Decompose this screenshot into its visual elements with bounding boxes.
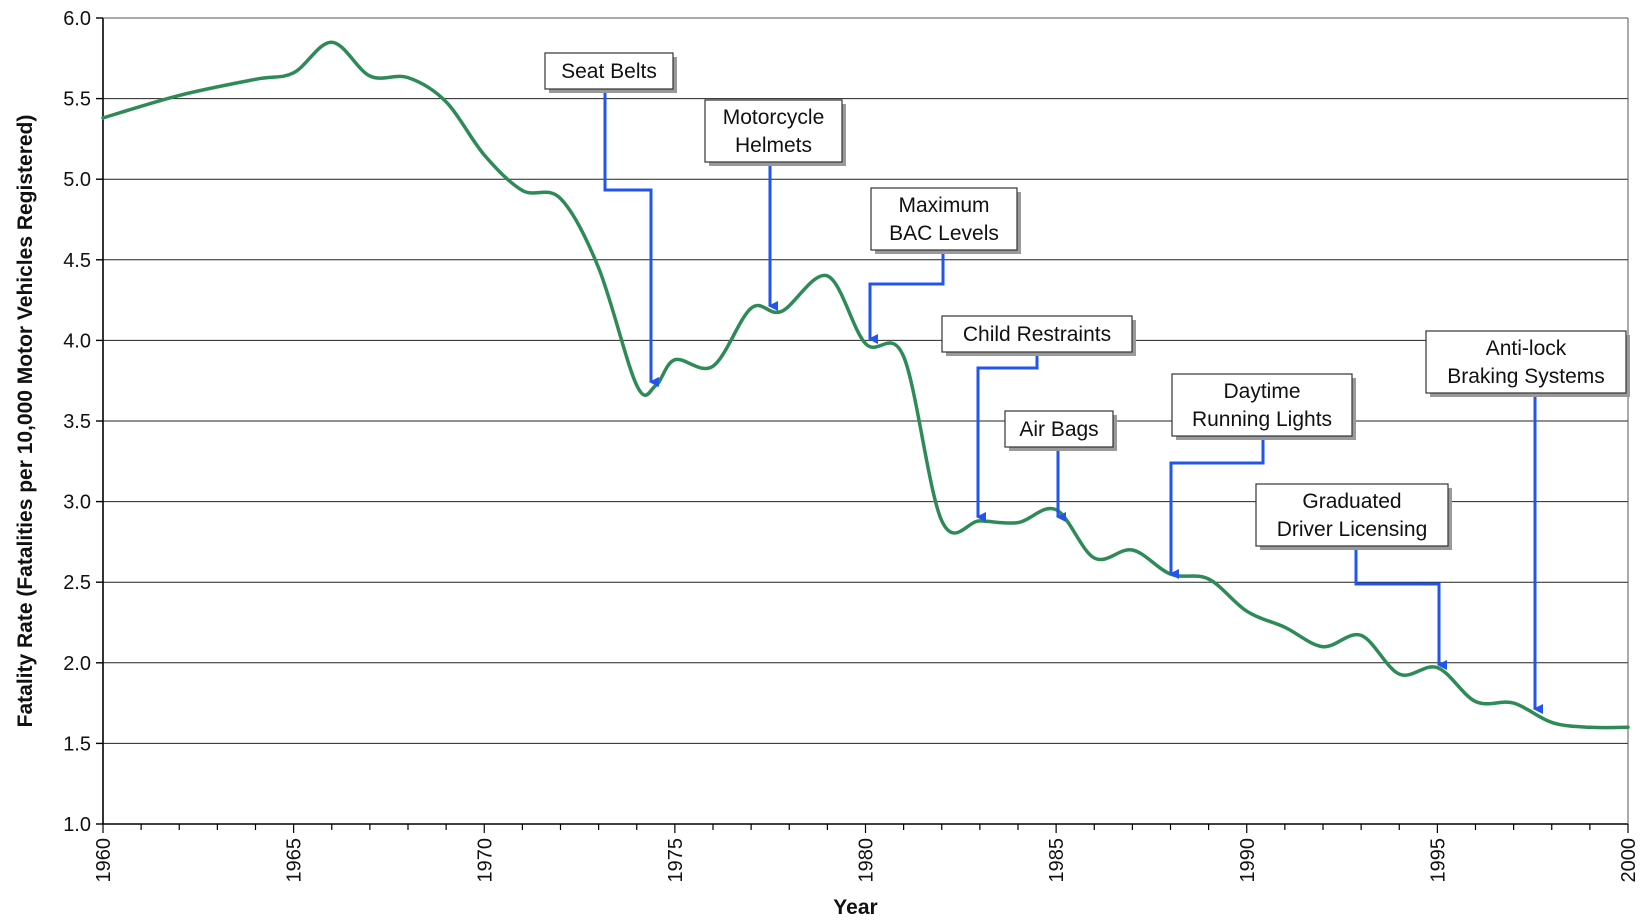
y-axis-title: Fatality Rate (Fatalities per 10,000 Mot… [14,115,37,728]
safety-measure-annotations: Seat Belts Motorcycle Helmets Maximum BAC Le… [544,52,1630,714]
y-tick-label: 3.0 [63,492,91,514]
annotation-box [1255,483,1449,547]
grid-lines [103,17,1628,825]
x-tick-label: 1960 [93,838,115,883]
annotation-anti-lock-braking-systems: Anti-lock Braking Systems [1425,330,1630,714]
annotation-label: Helmets [735,134,812,157]
annotation-box [1425,330,1627,394]
x-tick-label: 1970 [474,838,496,883]
annotation-box [1171,373,1353,437]
annotation-label: Braking Systems [1447,365,1605,388]
x-tick-label: 1990 [1237,838,1259,883]
annotation-label: Driver Licensing [1277,518,1428,541]
annotation-arrow [976,352,1039,522]
y-tick-label: 5.5 [63,89,91,111]
x-tick-label: 1965 [284,838,306,883]
annotation-motorcycle-helmets: Motorcycle Helmets [704,99,846,311]
annotation-box [870,187,1018,251]
x-axis-title: Year [833,896,877,919]
y-tick-label: 4.0 [63,330,91,352]
annotation-daytime-running-lights: Daytime Running Lights [1169,373,1356,579]
y-tick-label: 2.5 [63,572,91,594]
y-tick-label: 5.0 [63,169,91,191]
annotation-arrow [868,250,945,344]
annotation-arrow [603,89,659,387]
annotation-label: Anti-lock [1486,337,1567,360]
annotation-air-bags: Air Bags [1004,410,1117,522]
annotation-arrow [1169,436,1265,579]
y-tick-label: 1.0 [63,814,91,836]
y-tick-label: 3.5 [63,411,91,433]
fatality-rate-series [101,40,1630,730]
x-tick-label: 1980 [856,838,878,883]
annotation-arrow [1354,546,1447,670]
annotation-maximum-bac-levels: Maximum BAC Levels [868,187,1021,344]
annotation-label: Motorcycle [723,106,825,129]
y-tick-label: 6.0 [63,8,91,30]
annotation-label: Seat Belts [561,60,657,83]
y-tick-label: 1.5 [63,733,91,755]
annotation-label: Running Lights [1192,408,1332,431]
annotation-box [544,52,674,90]
annotation-seat-belts: Seat Belts [544,52,677,387]
annotation-label: Air Bags [1019,418,1098,441]
annotation-box [941,315,1133,353]
axes: 1.0 1.5 2.0 2.5 3.0 3.5 4.0 4.5 5.0 5.5 6.0 1960 196… [14,8,1640,919]
x-tick-label: 1985 [1046,838,1068,883]
y-tick-label: 4.5 [63,250,91,272]
annotation-child-restraints: Child Restraints [941,315,1136,522]
x-tick-label: 1995 [1427,838,1449,883]
annotation-label: BAC Levels [889,222,999,245]
annotation-label: Child Restraints [963,323,1111,346]
annotation-label: Daytime [1223,380,1300,403]
y-tick-label: 2.0 [63,653,91,675]
annotation-box [704,99,843,163]
x-tick-label: 2000 [1618,838,1640,883]
annotation-graduated-driver-licensing: Graduated Driver Licensing [1255,483,1452,670]
annotation-label: Maximum [898,194,989,217]
fatality-rate-line [101,40,1630,730]
annotation-label: Graduated [1302,490,1401,513]
annotation-box [1004,410,1114,448]
x-tick-label: 1975 [665,838,687,883]
